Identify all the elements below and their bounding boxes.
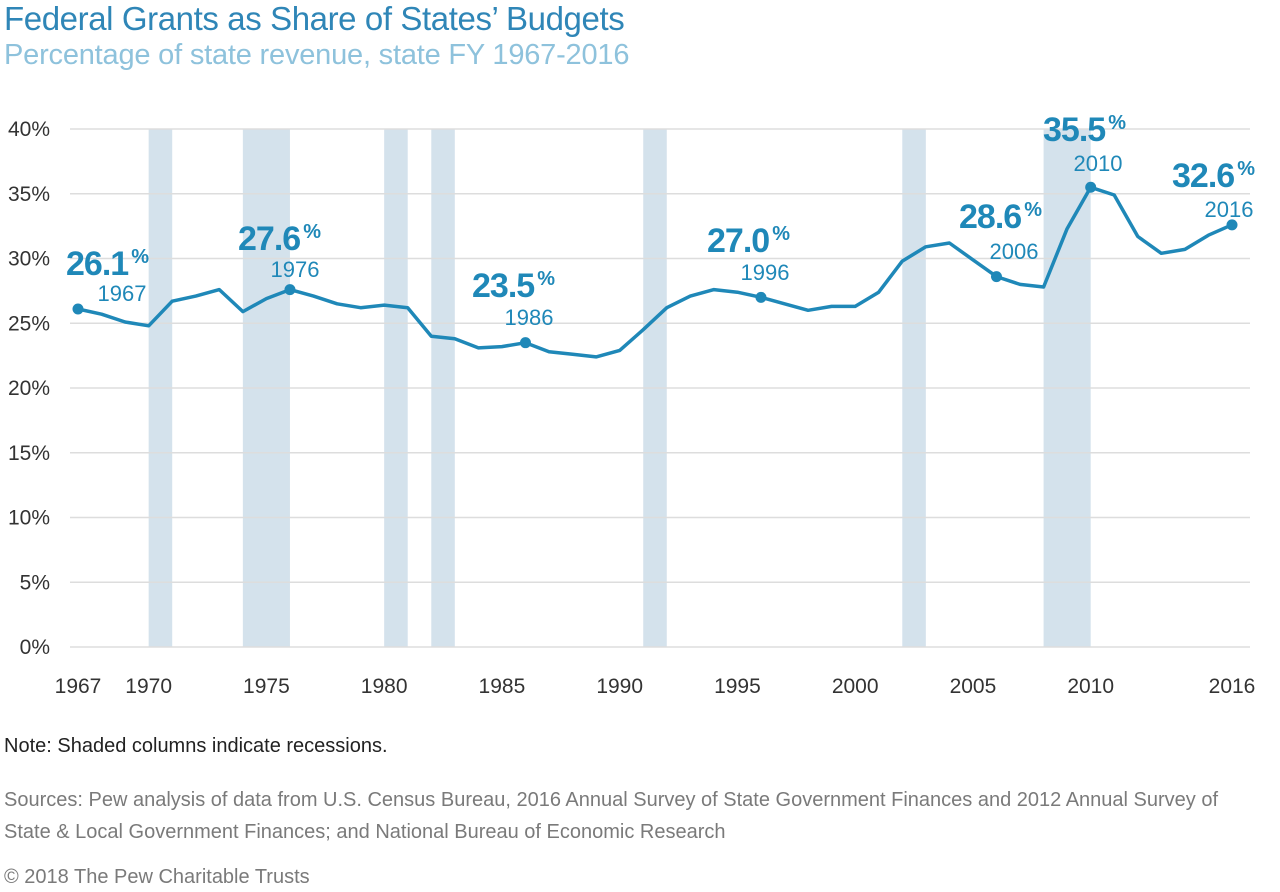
data-point xyxy=(755,291,767,303)
data-label-unit: % xyxy=(772,223,790,245)
data-label-value: 23.5% xyxy=(472,267,555,305)
y-tick-label: 20% xyxy=(8,377,50,400)
data-point xyxy=(1085,181,1097,193)
data-label-value: 35.5% xyxy=(1043,111,1126,149)
x-tick-label: 2005 xyxy=(950,675,997,698)
data-label-year: 2010 xyxy=(1074,151,1123,176)
data-label-year: 1996 xyxy=(741,260,790,285)
data-label-unit: % xyxy=(131,246,149,268)
data-label-value: 32.6% xyxy=(1172,157,1255,195)
x-tick-label: 1967 xyxy=(55,675,102,698)
y-tick-label: 5% xyxy=(20,571,50,594)
data-label-year: 1967 xyxy=(98,281,147,306)
data-label-value: 28.6% xyxy=(959,198,1042,236)
chart-subtitle: Percentage of state revenue, state FY 19… xyxy=(4,39,630,71)
y-tick-label: 35% xyxy=(8,183,50,206)
y-tick-label: 25% xyxy=(8,312,50,335)
x-tick-label: 1995 xyxy=(714,675,761,698)
data-label-unit: % xyxy=(1108,112,1126,134)
data-label-unit: % xyxy=(303,221,321,243)
data-label-unit: % xyxy=(1024,199,1042,221)
data-label-unit: % xyxy=(537,268,555,290)
data-point xyxy=(72,303,84,315)
data-label-year: 1976 xyxy=(271,257,320,282)
data-label-value: 27.0% xyxy=(707,222,790,260)
copyright-text: © 2018 The Pew Charitable Trusts xyxy=(4,866,310,888)
sources-text: Sources: Pew analysis of data from U.S. … xyxy=(4,789,1219,843)
y-tick-label: 0% xyxy=(20,636,50,659)
y-tick-label: 40% xyxy=(8,118,50,141)
data-label-unit: % xyxy=(1237,158,1255,180)
y-tick-label: 30% xyxy=(8,248,50,271)
data-point xyxy=(284,284,296,296)
data-point xyxy=(990,271,1002,283)
x-tick-label: 1990 xyxy=(596,675,643,698)
x-tick-label: 1975 xyxy=(243,675,290,698)
data-label-value: 27.6% xyxy=(238,220,321,258)
line-chart: 0% 5% 10% 15% 20% 25% 30% 35% 40% 1967 1970 1975 198… xyxy=(8,111,1256,698)
chart-title: Federal Grants as Share of States’ Budge… xyxy=(4,0,625,37)
x-tick-label: 1985 xyxy=(479,675,526,698)
data-label-year: 1986 xyxy=(505,305,554,330)
y-tick-label: 10% xyxy=(8,507,50,530)
data-point xyxy=(519,337,531,349)
x-tick-label: 2000 xyxy=(832,675,879,698)
data-label-year: 2006 xyxy=(990,239,1039,264)
recession-note: Note: Shaded columns indicate recessions… xyxy=(4,735,388,757)
data-label-value: 26.1% xyxy=(66,245,149,283)
y-tick-label: 15% xyxy=(8,442,50,465)
data-point xyxy=(1226,219,1238,231)
x-tick-label: 1970 xyxy=(125,675,172,698)
series-line xyxy=(76,185,1234,359)
x-tick-label: 2016 xyxy=(1209,675,1256,698)
x-tick-label: 1980 xyxy=(361,675,408,698)
x-tick-label: 2010 xyxy=(1067,675,1114,698)
data-label-year: 2016 xyxy=(1205,197,1254,222)
